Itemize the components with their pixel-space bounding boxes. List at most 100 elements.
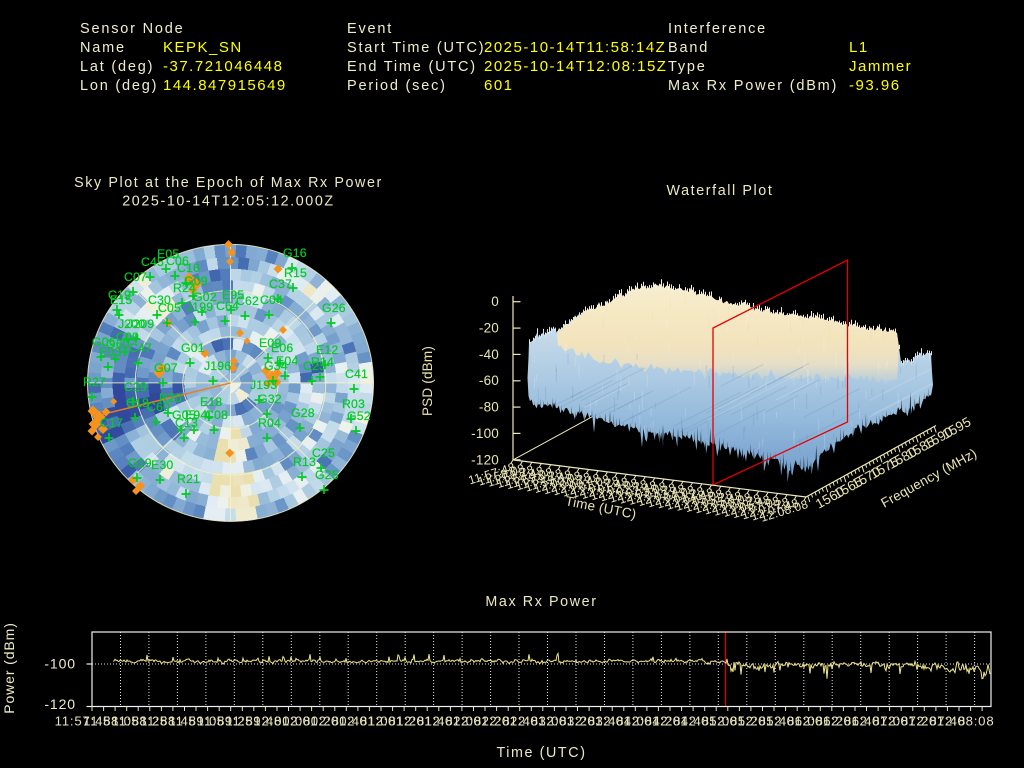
svg-text:12:04:28: 12:04:28 [624,714,682,729]
svg-text:12:02:48: 12:02:48 [481,714,539,729]
svg-text:Max Rx Power (dBm): Max Rx Power (dBm) [668,78,838,94]
svg-text:R21: R21 [177,472,200,486]
svg-text:G01: G01 [181,341,205,355]
svg-text:End Time (UTC): End Time (UTC) [347,59,477,75]
svg-text:-100: -100 [44,656,76,672]
svg-text:G26: G26 [322,301,346,315]
svg-text:-100: -100 [471,426,499,441]
svg-text:G07: G07 [154,361,178,375]
svg-text:C37: C37 [269,277,292,291]
svg-text:C07: C07 [124,270,147,284]
svg-text:E03: E03 [99,345,121,359]
svg-text:G25: G25 [315,468,339,482]
svg-text:-40: -40 [479,347,499,362]
svg-text:11:58:08: 11:58:08 [83,714,140,729]
svg-text:C29: C29 [124,380,147,394]
svg-text:E18: E18 [200,395,222,409]
svg-text:R14: R14 [311,355,334,369]
svg-text:12:05:08: 12:05:08 [680,714,738,729]
svg-text:12:02:28: 12:02:28 [453,714,511,729]
svg-text:G05: G05 [172,408,196,422]
svg-text:12:01:08: 12:01:08 [339,714,397,729]
svg-text:12:08:08: 12:08:08 [937,714,995,729]
svg-text:-120: -120 [44,696,76,712]
svg-text:Power (dBm): Power (dBm) [1,622,17,714]
svg-text:KEPK_SN: KEPK_SN [163,39,243,56]
svg-text:0: 0 [491,294,499,309]
svg-text:C05: C05 [158,301,181,315]
svg-text:11:58:28: 11:58:28 [112,714,169,729]
svg-text:C06: C06 [166,254,189,268]
svg-text:12:03:08: 12:03:08 [510,714,568,729]
svg-text:Jammer: Jammer [849,58,912,75]
svg-text:Start Time (UTC): Start Time (UTC) [347,40,485,56]
svg-text:Time (UTC): Time (UTC) [496,745,586,761]
svg-text:C47: C47 [129,341,152,355]
svg-text:J200: J200 [118,317,145,331]
svg-text:E30: E30 [151,458,173,472]
svg-text:C30: C30 [148,293,171,307]
svg-text:12:05:48: 12:05:48 [737,714,795,729]
svg-text:R15: R15 [284,266,307,280]
svg-text:11:59:48: 11:59:48 [225,714,282,729]
svg-text:Max Rx Power: Max Rx Power [485,594,597,610]
svg-text:12:03:28: 12:03:28 [538,714,596,729]
svg-text:-93.96: -93.96 [849,77,901,94]
svg-text:-120: -120 [471,452,499,467]
svg-text:11:57:48: 11:57:48 [55,714,112,729]
svg-text:12:01:28: 12:01:28 [367,714,425,729]
svg-text:E05: E05 [157,247,179,261]
svg-text:Waterfall Plot: Waterfall Plot [667,183,774,199]
svg-text:E04: E04 [276,354,298,368]
svg-text:Lon (deg): Lon (deg) [80,78,158,94]
svg-text:C19: C19 [108,288,131,302]
svg-text:E15: E15 [110,293,132,307]
svg-text:G02: G02 [193,290,217,304]
svg-text:11:58:48: 11:58:48 [140,714,197,729]
svg-text:12:00:28: 12:00:28 [282,714,340,729]
svg-text:Type: Type [668,59,707,75]
svg-text:G28: G28 [291,406,315,420]
svg-text:12:04:48: 12:04:48 [652,714,710,729]
svg-text:12:07:28: 12:07:28 [880,714,938,729]
svg-text:12:06:48: 12:06:48 [823,714,881,729]
svg-text:Sensor Node: Sensor Node [80,21,184,37]
svg-text:E94: E94 [185,408,207,422]
svg-text:C25: C25 [312,446,335,460]
svg-text:R24: R24 [173,281,196,295]
svg-text:J193: J193 [250,378,277,392]
svg-text:C13: C13 [175,416,198,430]
svg-text:C04: C04 [260,293,283,307]
svg-text:E12: E12 [316,343,338,357]
svg-text:R13: R13 [293,455,316,469]
svg-text:12:03:48: 12:03:48 [567,714,625,729]
svg-text:C18: C18 [126,396,149,410]
svg-text:2025-10-14T12:05:12.000Z: 2025-10-14T12:05:12.000Z [122,194,334,210]
svg-text:J209: J209 [127,317,154,331]
svg-text:C17: C17 [100,416,123,430]
svg-text:E09: E09 [259,336,281,350]
svg-text:-80: -80 [479,400,499,415]
svg-text:R27: R27 [83,375,106,389]
svg-text:Lat (deg): Lat (deg) [80,59,154,75]
svg-text:L1: L1 [849,39,869,56]
svg-text:Sky Plot at the Epoch of Max R: Sky Plot at the Epoch of Max Rx Power [74,175,383,191]
svg-text:Name: Name [80,40,126,56]
svg-text:11:59:28: 11:59:28 [197,714,254,729]
svg-text:601: 601 [484,77,514,94]
svg-text:C16: C16 [177,261,200,275]
svg-text:R03: R03 [342,397,365,411]
svg-text:12:07:08: 12:07:08 [851,714,909,729]
svg-text:12:06:28: 12:06:28 [794,714,852,729]
svg-text:C60: C60 [147,400,170,414]
svg-text:-60: -60 [479,373,499,388]
svg-text:12:07:48: 12:07:48 [908,714,966,729]
svg-text:G09: G09 [184,274,208,288]
svg-text:C08: C08 [205,408,228,422]
svg-text:J196: J196 [204,359,231,373]
svg-text:C41: C41 [345,367,368,381]
svg-text:C62: C62 [236,294,259,308]
svg-text:Interference: Interference [668,21,767,37]
svg-text:12:01:48: 12:01:48 [396,714,454,729]
svg-text:-37.721046448: -37.721046448 [163,58,283,75]
